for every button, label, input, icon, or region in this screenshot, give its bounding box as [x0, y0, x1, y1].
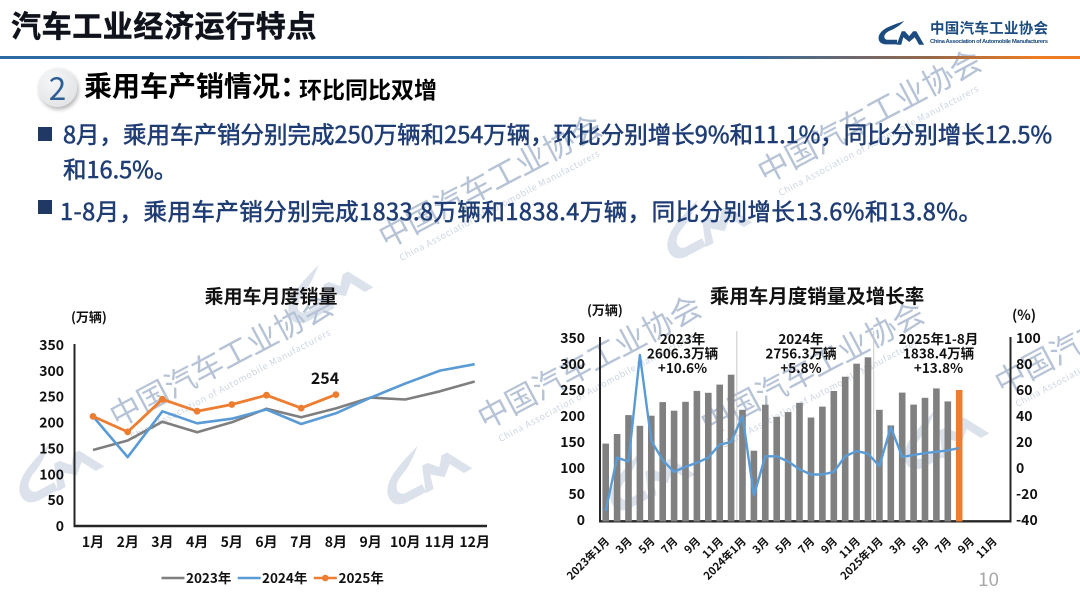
svg-text:300: 300	[560, 354, 585, 374]
svg-text:3月: 3月	[151, 532, 173, 552]
svg-text:3月: 3月	[749, 534, 773, 558]
svg-text:2024年: 2024年	[262, 567, 307, 587]
svg-text:-40: -40	[1016, 510, 1038, 530]
svg-text:11月: 11月	[972, 534, 1000, 562]
svg-text:5月: 5月	[221, 532, 243, 552]
svg-text:7月: 7月	[794, 534, 818, 558]
svg-text:300: 300	[39, 361, 64, 381]
svg-text:100: 100	[39, 464, 64, 484]
svg-text:254: 254	[311, 365, 339, 389]
svg-text:0: 0	[577, 510, 585, 530]
svg-text:+5.8%: +5.8%	[780, 357, 821, 377]
svg-text:China Association of Automobil: China Association of Automobile Manufact…	[930, 39, 1049, 45]
svg-text:20: 20	[1016, 432, 1033, 452]
svg-text:(万辆): (万辆)	[71, 307, 107, 326]
svg-text:2023年: 2023年	[186, 567, 231, 587]
svg-text:(万辆): (万辆)	[587, 300, 623, 319]
svg-text:150: 150	[39, 438, 64, 458]
svg-text:2025年1-8月: 2025年1-8月	[899, 328, 979, 348]
svg-text:(%): (%)	[1012, 305, 1036, 325]
svg-text:3月: 3月	[886, 534, 910, 558]
svg-text:6月: 6月	[255, 532, 277, 552]
svg-text:2024年: 2024年	[778, 328, 823, 348]
svg-text:中国汽车工业协会: 中国汽车工业协会	[930, 18, 1049, 39]
svg-text:100: 100	[1016, 328, 1041, 348]
svg-text:8月: 8月	[325, 532, 347, 552]
svg-text:9月: 9月	[359, 532, 381, 552]
svg-text:60: 60	[1016, 380, 1033, 400]
svg-text:2756.3万辆: 2756.3万辆	[765, 343, 836, 363]
svg-text:11月: 11月	[425, 532, 456, 552]
svg-text:1838.4万辆: 1838.4万辆	[903, 343, 974, 363]
svg-text:+10.6%: +10.6%	[658, 357, 707, 377]
svg-text:2025年: 2025年	[339, 567, 384, 587]
svg-text:乘用车月度销量: 乘用车月度销量	[204, 282, 337, 309]
svg-text:5月: 5月	[635, 534, 659, 558]
svg-text:50: 50	[568, 484, 585, 504]
svg-text:2606.3万辆: 2606.3万辆	[647, 343, 718, 363]
svg-text:2月: 2月	[117, 532, 139, 552]
svg-text:1月: 1月	[82, 532, 104, 552]
svg-text:200: 200	[560, 406, 585, 426]
svg-text:5月: 5月	[908, 534, 932, 558]
svg-text:250: 250	[560, 380, 585, 400]
svg-text:10月: 10月	[390, 532, 421, 552]
svg-text:0: 0	[56, 516, 64, 536]
svg-text:5月: 5月	[772, 534, 796, 558]
svg-text:乘用车月度销量及增长率: 乘用车月度销量及增长率	[710, 280, 925, 309]
svg-text:350: 350	[560, 328, 585, 348]
svg-text:+13.8%: +13.8%	[914, 357, 963, 377]
svg-text:7月: 7月	[658, 534, 682, 558]
svg-text:100: 100	[560, 458, 585, 478]
svg-text:200: 200	[39, 413, 64, 433]
svg-text:50: 50	[47, 490, 64, 510]
svg-text:250: 250	[39, 387, 64, 407]
svg-text:7月: 7月	[290, 532, 312, 552]
svg-text:7月: 7月	[931, 534, 955, 558]
svg-text:0: 0	[1016, 458, 1024, 478]
svg-text:80: 80	[1016, 354, 1033, 374]
svg-text:350: 350	[39, 335, 64, 355]
svg-text:2023年: 2023年	[660, 328, 705, 348]
svg-text:-20: -20	[1016, 484, 1038, 504]
svg-text:4月: 4月	[186, 532, 208, 552]
svg-text:150: 150	[560, 432, 585, 452]
svg-text:3月: 3月	[612, 534, 636, 558]
svg-text:12月: 12月	[459, 532, 490, 552]
svg-text:40: 40	[1016, 406, 1033, 426]
svg-text:2023年1月: 2023年1月	[563, 534, 613, 584]
